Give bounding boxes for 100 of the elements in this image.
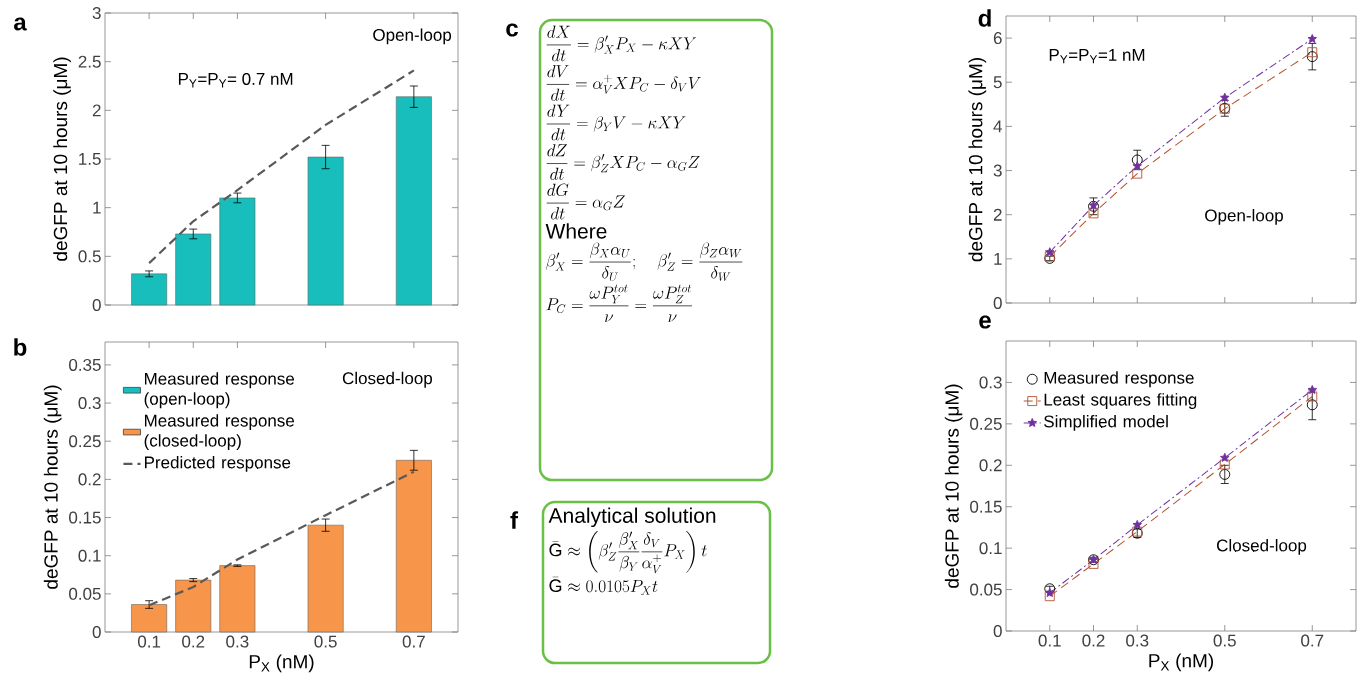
y-tick-label: 4 [993, 120, 1002, 133]
y-tick-label: 0.25 [69, 435, 101, 448]
bar [307, 156, 344, 306]
annotation: Closed-loop [342, 371, 433, 388]
point [1219, 459, 1230, 470]
annotation: Open-loop [1205, 208, 1283, 225]
text: $\frac{dY}{dt}=\beta_Y V-\kappa XY$ [546, 104, 686, 141]
y-tick-label: 0.25 [970, 417, 1002, 430]
text: $P_C=\frac{\omega P_Y^{tot}}{\nu}=\frac{\omega P_Z^{tot}}{\nu}$ [546, 284, 692, 323]
x-axis-title: P$_{X}$ (nM) [1149, 653, 1214, 672]
point [1220, 452, 1230, 462]
y-tick-label: 5 [993, 76, 1002, 89]
x-tick-label: 0.2 [182, 635, 205, 648]
point [1307, 384, 1317, 394]
point [1132, 168, 1143, 179]
y-tick-label: 2 [993, 208, 1002, 221]
y-tick-label: 0.5 [78, 250, 101, 263]
annotation: Open-loop [373, 28, 452, 45]
x-tick-label: 0.1 [1038, 634, 1061, 647]
y-tick-label: 0 [92, 625, 101, 639]
point [1132, 520, 1142, 530]
y-tick-label: 1 [994, 252, 1002, 265]
text: f [510, 511, 519, 529]
legend-label: Least squares fitting [1044, 393, 1197, 409]
bar [175, 233, 212, 306]
chart-title: a [14, 17, 27, 31]
y-tick-label: 0 [92, 298, 101, 312]
legend-label: Simplified model [1044, 415, 1168, 431]
bar [219, 197, 256, 306]
legend-label: Predicted response [144, 456, 291, 472]
y-tick-label: 0.15 [970, 500, 1002, 513]
y-tick-label: 0.2 [979, 459, 1002, 472]
y-tick-label: 3 [993, 164, 1002, 177]
y-axis-title: deGFP at 10 hours (μM) [968, 58, 987, 262]
point [1306, 399, 1318, 411]
annotation: Closed-loop [1217, 538, 1307, 555]
bar [131, 273, 168, 306]
point [1220, 92, 1230, 102]
point [1306, 51, 1318, 63]
point [1131, 154, 1143, 166]
x-axis-title: P$_{X}$ (nM) [249, 654, 314, 673]
y-tick-label: 6 [993, 32, 1002, 45]
x-tick-label: 0.7 [402, 635, 425, 648]
legend-label: Measured response (closed-loop) [144, 414, 295, 450]
bar [307, 524, 344, 633]
y-tick-label: 0.05 [69, 587, 101, 600]
bar [395, 460, 432, 633]
text: $\bar{\mathrm{G}}\approx 0.0105P_Xt$ [549, 576, 658, 595]
text: $\frac{dZ}{dt}=\beta'_Z XP_C-\alpha_G Z$ [546, 144, 700, 180]
y-tick-label: 0.3 [979, 376, 1002, 389]
point [1088, 558, 1099, 569]
text: Where [545, 223, 607, 239]
y-tick-label: 0.05 [970, 583, 1002, 596]
y-tick-label: 0.35 [69, 358, 101, 371]
y-tick-label: 0.3 [78, 397, 101, 410]
y-tick-label: 0.2 [78, 473, 101, 486]
point [1045, 587, 1055, 597]
point [1307, 47, 1318, 58]
y-tick-label: 0 [993, 296, 1002, 310]
chart-title: d [978, 9, 991, 27]
y-axis-title: deGFP at 10 hours (μM) [53, 57, 71, 261]
y-tick-label: 2.5 [78, 55, 101, 68]
y-tick-label: 0.15 [69, 511, 101, 524]
x-tick-label: 0.1 [137, 635, 161, 648]
bar [395, 96, 432, 306]
y-axis-title: deGFP at 10 hours (μM) [43, 385, 62, 589]
x-tick-label: 0.7 [1301, 634, 1324, 647]
y-tick-label: 3 [92, 6, 101, 20]
text: Analytical solution [548, 507, 716, 528]
text: $\frac{dX}{dt}=\beta'_X P_X-\kappa XY$ [546, 25, 697, 62]
x-tick-label: 0.2 [1082, 634, 1105, 647]
y-tick-label: 1 [93, 201, 101, 214]
bar [175, 579, 212, 633]
annotation: P$_{Y}$=P$_{Y}$= 0.7 nM [178, 72, 293, 88]
legend-label: Measured response (open-loop) [144, 372, 295, 409]
text: $\beta'_X=\frac{\beta_X\alpha_U}{\delta_U};\quad \beta'_Z=\frac{\beta_Z\alpha_W}{\delta_W}$ [546, 242, 743, 282]
line-series [148, 470, 415, 607]
text: $\frac{dG}{dt}=\alpha_G Z$ [546, 183, 625, 220]
chart-title: b [14, 338, 27, 356]
x-tick-label: 0.5 [1213, 634, 1236, 647]
x-tick-label: 0.5 [314, 635, 337, 648]
line-series [148, 69, 415, 265]
chart-title: e [979, 315, 991, 329]
y-tick-label: 1.5 [79, 153, 101, 165]
y-tick-label: 2 [92, 104, 101, 117]
text: $\frac{dV}{dt}=\alpha_V^{+}XP_C-\delta_V V$ [546, 65, 701, 101]
x-tick-label: 0.3 [226, 635, 249, 648]
bar [219, 565, 256, 633]
x-tick-label: 0.3 [1126, 634, 1149, 647]
annotation: P$_{Y}$=P$_{Y}$=1 nM [1049, 49, 1145, 64]
y-tick-label: 0.1 [979, 542, 1002, 555]
bar [131, 604, 168, 633]
point [1307, 34, 1317, 44]
text: c [506, 23, 518, 37]
y-axis-title: deGFP at 10 hours (μM) [944, 384, 963, 588]
legend-label: Measured response [1044, 371, 1194, 388]
point [1219, 468, 1231, 480]
point [1307, 391, 1318, 402]
y-tick-label: 0 [993, 624, 1002, 638]
y-tick-label: 0.1 [78, 549, 101, 562]
